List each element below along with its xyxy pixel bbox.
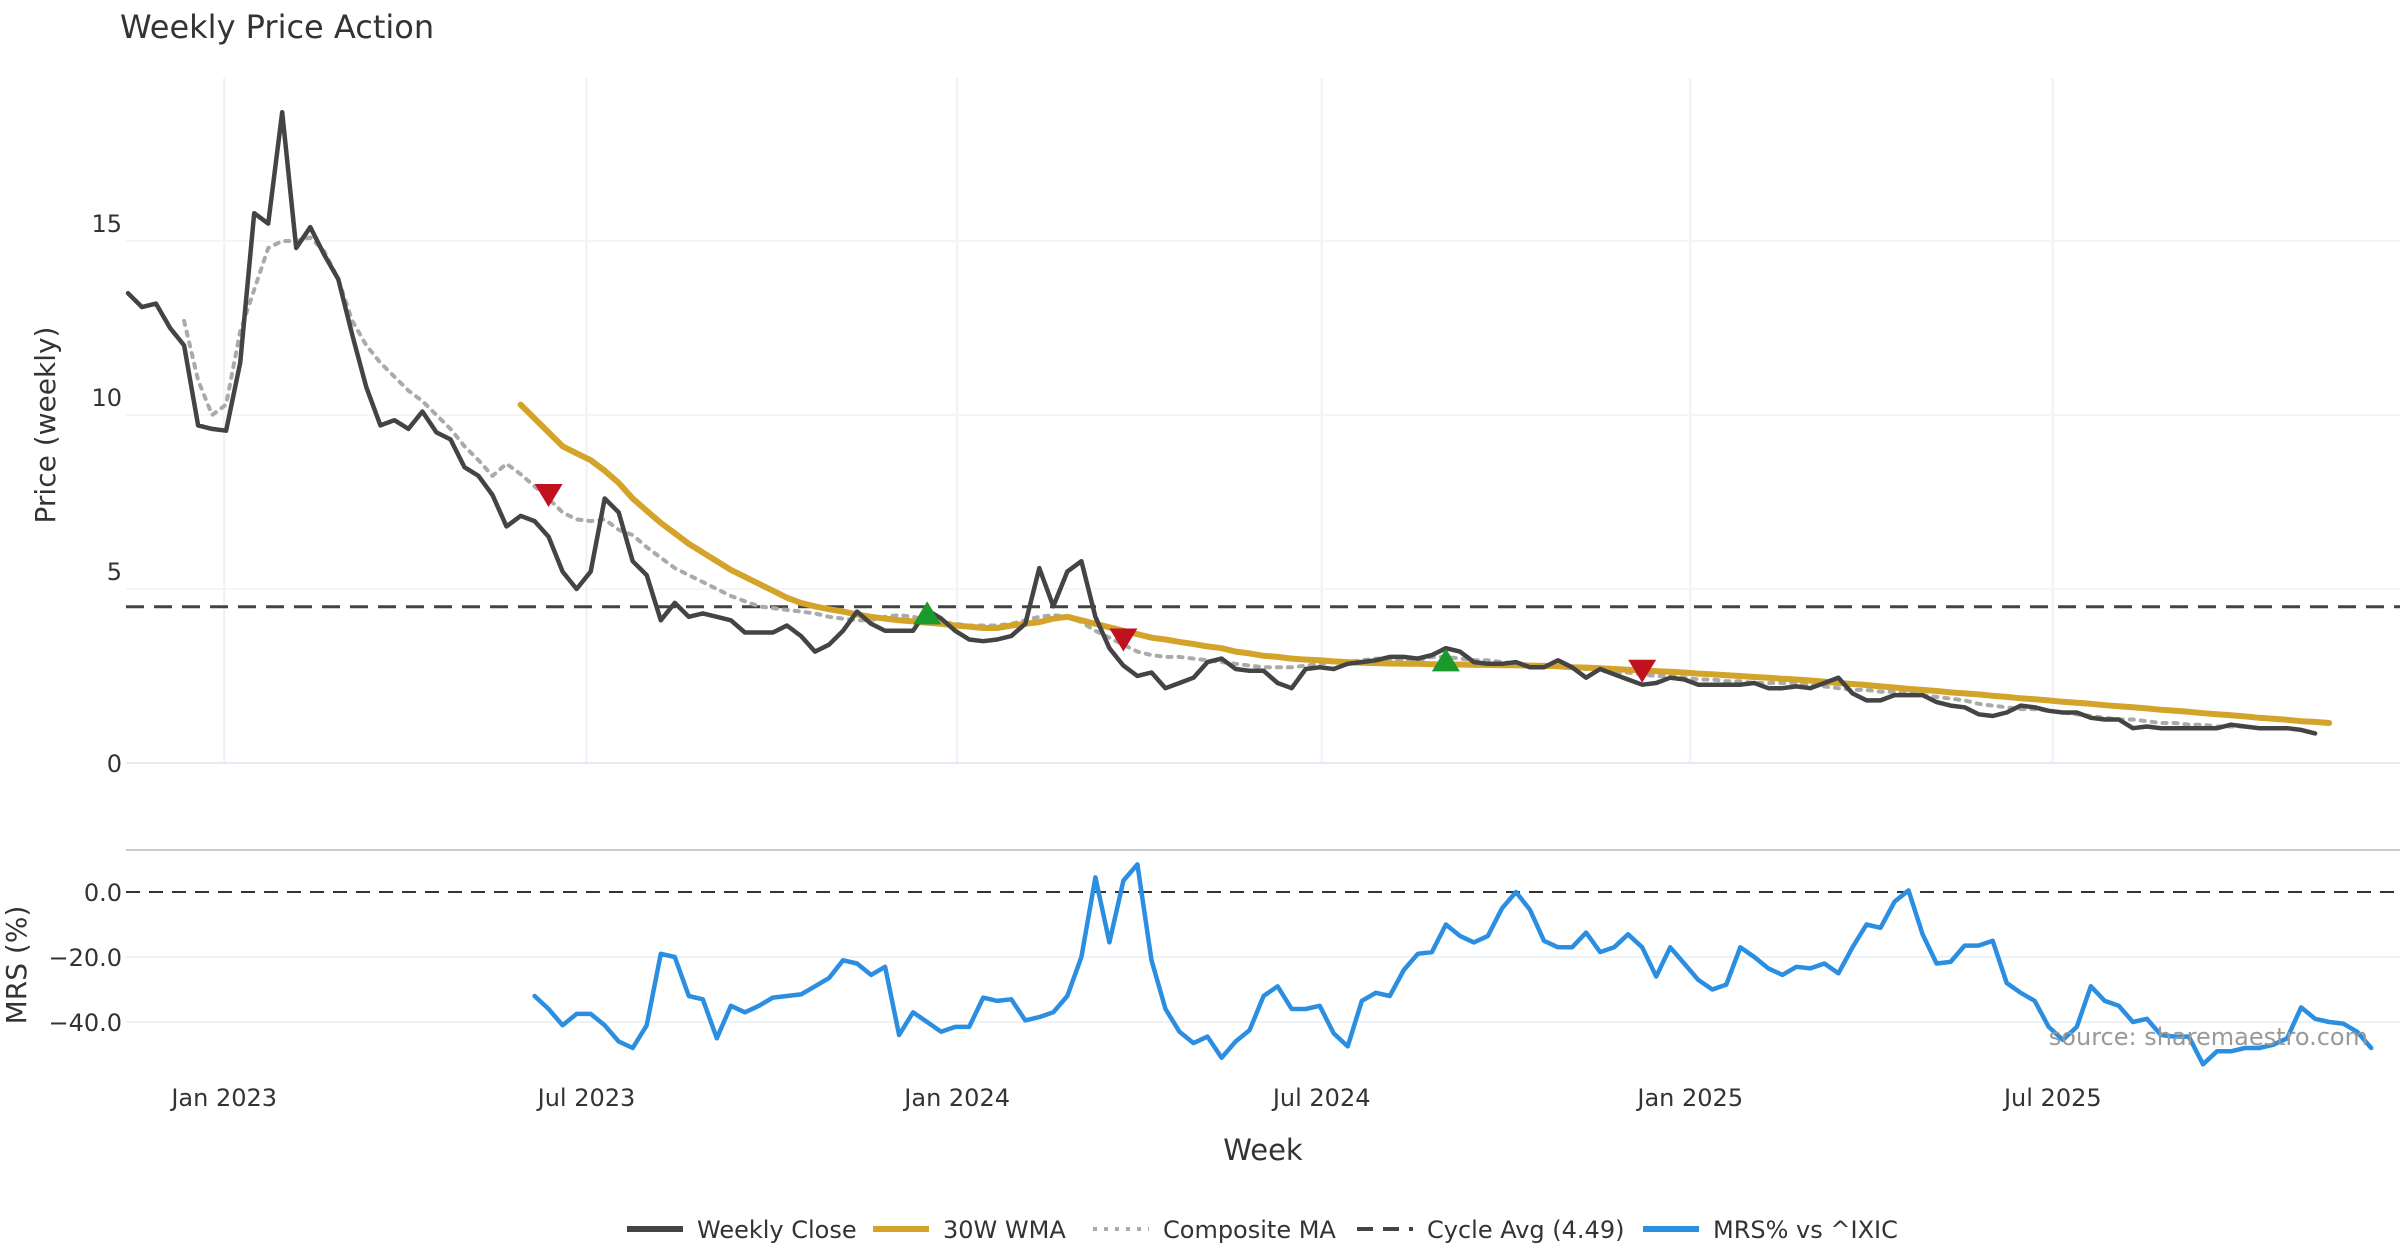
weekly-close-line bbox=[125, 109, 2318, 736]
x-tick-label: Jul 2024 bbox=[1271, 1084, 1371, 1112]
mrs-panel-gridlines bbox=[126, 956, 2400, 1023]
x-tick-label: Jan 2024 bbox=[902, 1084, 1010, 1112]
mrs-line bbox=[532, 862, 2374, 1067]
wma-30w-line bbox=[517, 401, 2333, 726]
price-y-tick-label: 10 bbox=[91, 384, 122, 412]
mrs-y-tick-label: 0.0 bbox=[84, 879, 122, 907]
price-series-group bbox=[125, 109, 2333, 736]
legend-label: Weekly Close bbox=[697, 1216, 857, 1244]
mrs-y-axis-label: MRS (%) bbox=[0, 906, 33, 1025]
mrs-y-ticks: 0.0 −20.0 −40.0 bbox=[48, 879, 122, 1037]
legend-label: Composite MA bbox=[1163, 1216, 1336, 1244]
sell-signal-marker bbox=[1109, 628, 1138, 652]
buy-signal-marker bbox=[913, 601, 942, 625]
legend-label: 30W WMA bbox=[943, 1216, 1066, 1244]
x-tick-label: Jul 2025 bbox=[2002, 1084, 2102, 1112]
price-y-tick-label: 15 bbox=[91, 210, 122, 238]
sell-signal-marker bbox=[1628, 659, 1657, 683]
mrs-y-tick-label: −40.0 bbox=[48, 1009, 122, 1037]
price-panel-gridlines bbox=[126, 78, 2400, 764]
sell-signal-marker bbox=[534, 484, 563, 508]
mrs-y-tick-label: −20.0 bbox=[48, 944, 122, 972]
signal-markers bbox=[534, 484, 1657, 683]
source-annotation: source: sharemaestro.com bbox=[2049, 1023, 2368, 1051]
x-tick-label: Jan 2023 bbox=[169, 1084, 277, 1112]
buy-signal-marker bbox=[1431, 648, 1460, 672]
mrs-series-group bbox=[532, 862, 2374, 1067]
composite-ma-line bbox=[182, 235, 2304, 732]
price-y-axis-label: Price (weekly) bbox=[29, 327, 62, 524]
x-axis-ticks: Jan 2023 Jul 2023 Jan 2024 Jul 2024 Jan 2025… bbox=[169, 1084, 2101, 1112]
legend-label: MRS% vs ^IXIC bbox=[1713, 1216, 1898, 1244]
price-y-ticks: 0 5 10 15 bbox=[91, 210, 122, 778]
chart-title: Weekly Price Action bbox=[120, 8, 434, 46]
chart-legend: Weekly Close 30W WMA Composite MA Cycle Avg… bbox=[627, 1216, 1898, 1244]
price-y-tick-label: 5 bbox=[107, 558, 122, 586]
x-tick-label: Jan 2025 bbox=[1635, 1084, 1743, 1112]
x-tick-label: Jul 2023 bbox=[536, 1084, 636, 1112]
price-y-tick-label: 0 bbox=[107, 750, 122, 778]
legend-label: Cycle Avg (4.49) bbox=[1427, 1216, 1624, 1244]
x-axis-label: Week bbox=[1223, 1133, 1303, 1167]
